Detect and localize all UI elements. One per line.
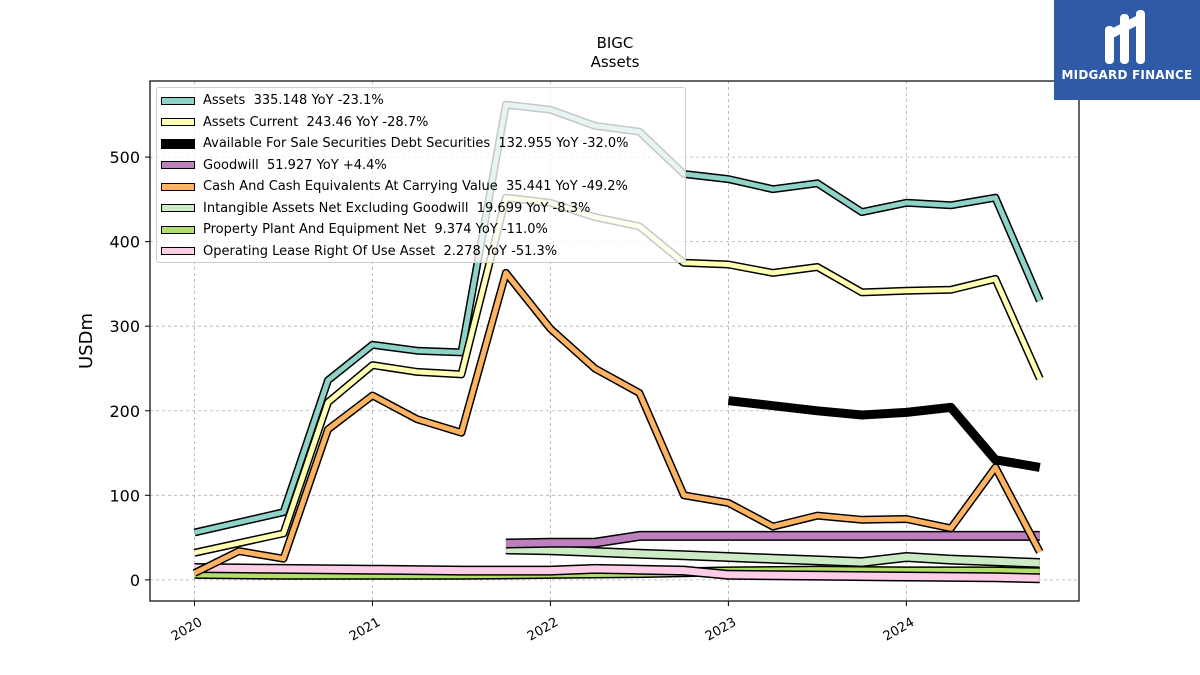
- y-tick-label: 300: [109, 317, 140, 336]
- brand-mark-icon: [1105, 10, 1145, 64]
- legend-label: Assets 335.148 YoY -23.1%: [203, 93, 384, 108]
- legend-item: Cash And Cash Equivalents At Carrying Va…: [161, 176, 628, 197]
- series-line-cash-and-cash-equivalents-at-carrying-value: [193, 270, 1043, 576]
- brand-logo: MIDGARD FINANCE: [1054, 0, 1200, 100]
- legend-label: Goodwill 51.927 YoY +4.4%: [203, 157, 387, 173]
- x-tick-label: 2023: [703, 615, 739, 645]
- y-tick-label: 100: [109, 486, 140, 505]
- plot-frame: [149, 80, 1080, 602]
- y-tick-label: 0: [130, 571, 140, 590]
- legend-swatch: [161, 118, 195, 126]
- x-tick-label: 2020: [169, 615, 205, 645]
- brand-name: MIDGARD FINANCE: [1061, 68, 1193, 82]
- legend-item: Available For Sale Securities Debt Secur…: [161, 133, 629, 154]
- series-line-intangible-assets-net-excluding-goodwill: [505, 545, 1040, 567]
- x-tick-label: 2022: [525, 615, 561, 645]
- y-tick-label: 200: [109, 402, 140, 421]
- legend-item: Property Plant And Equipment Net 9.374 Y…: [161, 219, 548, 240]
- series-line-goodwill: [505, 532, 1040, 547]
- y-axis-label: USDm: [76, 313, 97, 369]
- x-ticks: 2020 2021 2022 2023 2024: [169, 601, 917, 644]
- chart-subtitle: Assets: [591, 53, 640, 71]
- legend-item: Intangible Assets Net Excluding Goodwill…: [161, 198, 590, 219]
- chart-title: BIGC: [597, 34, 634, 52]
- y-tick-label: 400: [109, 233, 140, 252]
- x-tick-label: 2024: [881, 615, 917, 645]
- legend-swatch: [161, 204, 195, 212]
- y-ticks: 0 100 200 300 400 500: [109, 148, 150, 590]
- legend-item: Operating Lease Right Of Use Asset 2.278…: [161, 241, 557, 262]
- legend-label: Intangible Assets Net Excluding Goodwill…: [203, 200, 591, 216]
- legend-item: Assets 335.148 YoY -23.1%: [161, 90, 384, 111]
- legend-item: Assets Current 243.46 YoY -28.7%: [161, 112, 428, 133]
- legend-label: Assets Current 243.46 YoY -28.7%: [203, 114, 429, 130]
- legend-swatch: [161, 247, 195, 255]
- legend-label: Available For Sale Securities Debt Secur…: [203, 136, 629, 151]
- legend-swatch: [161, 161, 195, 169]
- y-tick-label: 500: [109, 148, 140, 167]
- x-tick-label: 2021: [347, 615, 383, 645]
- legend: Assets 335.148 YoY -23.1% Assets Current …: [156, 87, 686, 263]
- legend-item: Goodwill 51.927 YoY +4.4%: [161, 155, 387, 176]
- legend-label: Property Plant And Equipment Net 9.374 Y…: [203, 222, 548, 237]
- legend-swatch: [161, 225, 195, 234]
- series-line-available-for-sale-securities-debt-securities: [727, 396, 1041, 472]
- legend-label: Operating Lease Right Of Use Asset 2.278…: [203, 243, 558, 259]
- legend-label: Cash And Cash Equivalents At Carrying Va…: [203, 179, 628, 194]
- legend-swatch: [161, 96, 195, 105]
- legend-swatch: [161, 182, 195, 191]
- series-line-operating-lease-right-of-use-asset: [194, 564, 1040, 582]
- legend-swatch: [161, 138, 195, 149]
